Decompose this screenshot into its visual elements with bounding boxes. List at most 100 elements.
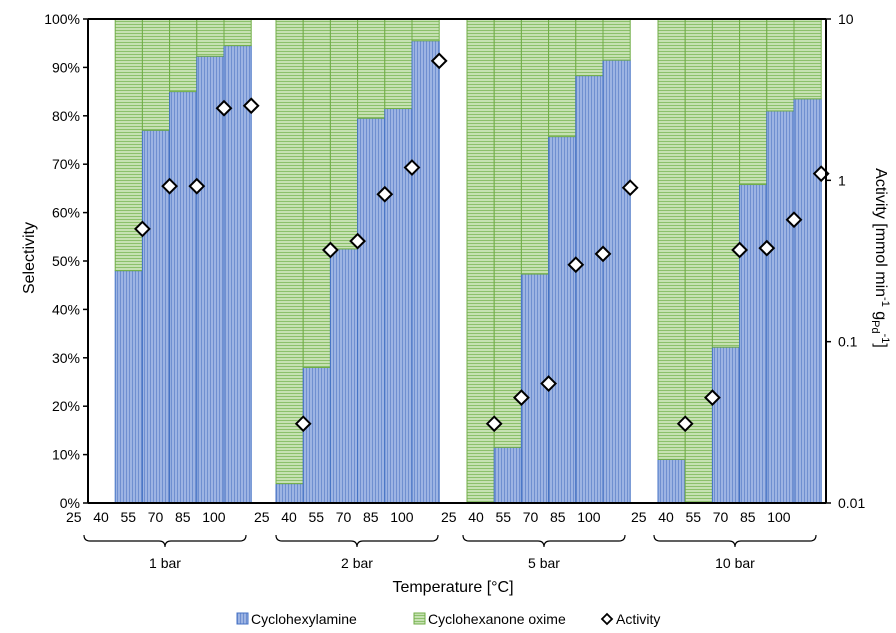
activity-point <box>430 52 448 70</box>
activity-point <box>703 389 721 407</box>
activity-point <box>731 241 749 259</box>
activity-point <box>512 389 530 407</box>
y-left-tick-label: 80% <box>52 108 80 124</box>
oxime-bar <box>223 18 252 47</box>
activity-point <box>294 415 312 433</box>
y-left-tick-label: 50% <box>52 253 80 269</box>
legend-swatch-oxime <box>413 612 426 625</box>
cyclohexylamine-bar <box>493 446 522 504</box>
activity-point <box>376 185 394 203</box>
activity-markers <box>133 52 830 433</box>
oxime-bar <box>684 18 713 504</box>
y-left-tick-label: 10% <box>52 447 80 463</box>
cyclohexylamine-bar <box>223 45 252 504</box>
x-tick-labels: 25 40 55 70 85 100 <box>254 509 414 525</box>
activity-point <box>133 220 151 238</box>
oxime-bar <box>411 18 440 42</box>
activity-point <box>567 256 585 274</box>
cyclohexylamine-bar <box>520 273 550 504</box>
cyclohexylamine-bar <box>302 366 331 504</box>
y-left-tick-label: 70% <box>52 156 80 172</box>
cyclohexylamine-bar <box>114 270 143 504</box>
cyclohexylamine-bar <box>766 110 795 504</box>
oxime-bar <box>602 18 631 61</box>
activity-point <box>621 179 639 197</box>
legend-swatch-activity <box>600 612 614 626</box>
cyclohexylamine-bar <box>141 129 171 504</box>
y-right-tick-label: 0.1 <box>838 334 858 350</box>
y-right-axis-title: Activity [mmol min-1 gPd-1] <box>869 168 891 348</box>
x-tick-labels: 25 40 55 70 85 100 <box>631 509 791 525</box>
activity-point <box>540 375 558 392</box>
oxime-bar <box>275 18 304 485</box>
y-left-tick-label: 0% <box>60 495 80 511</box>
activity-point <box>485 415 503 433</box>
cyclohexylamine-bar <box>329 248 359 504</box>
oxime-bar <box>739 18 768 186</box>
activity-point <box>594 245 612 263</box>
y-right-tick-label: 10 <box>838 11 854 27</box>
cyclohexylamine-bar <box>739 184 768 504</box>
cyclohexylamine-bar <box>275 483 304 504</box>
group-label: 1 bar <box>149 555 181 571</box>
y-left-tick-label: 90% <box>52 59 80 75</box>
oxime-bar <box>384 18 413 110</box>
oxime-bar <box>493 18 522 448</box>
activity-point <box>403 159 421 176</box>
y-left-tick-label: 40% <box>52 301 80 317</box>
activity-point <box>785 211 803 229</box>
legend-label: Cyclohexylamine <box>251 611 357 627</box>
y-right-tick-label: 1 <box>838 172 846 188</box>
oxime-bar <box>329 18 359 250</box>
group-label: 10 bar <box>715 555 755 571</box>
oxime-bar <box>793 18 822 100</box>
activity-point <box>676 415 694 433</box>
cyclohexylamine-bar <box>169 91 198 504</box>
y-left-tick-label: 20% <box>52 398 80 414</box>
cyclohexylamine-bar <box>602 59 631 504</box>
bar-series <box>114 18 822 504</box>
x-tick-labels: 25 40 55 70 85 100 <box>441 509 601 525</box>
cyclohexylamine-bar <box>711 346 741 504</box>
activity-point <box>758 239 776 257</box>
oxime-bar <box>711 18 741 348</box>
activity-point <box>242 97 260 115</box>
cyclohexylamine-bar <box>357 117 386 504</box>
activity-point <box>321 241 339 259</box>
y-right-tick-label: 0.01 <box>838 495 865 511</box>
cyclohexylamine-bar <box>575 75 604 504</box>
oxime-bar <box>357 18 386 119</box>
legend-label: Cyclohexanone oxime <box>428 611 566 627</box>
cyclohexylamine-bar <box>411 40 440 504</box>
oxime-bar <box>575 18 604 77</box>
oxime-bar <box>520 18 550 275</box>
x-axis-title: Temperature [°C] <box>392 579 513 596</box>
cyclohexylamine-bar <box>196 55 225 504</box>
group-label: 5 bar <box>528 555 560 571</box>
oxime-bar <box>548 18 577 138</box>
y-left-tick-label: 30% <box>52 350 80 366</box>
y-left-axis-title: Selectivity <box>21 222 38 294</box>
y-left-tick-label: 60% <box>52 205 80 221</box>
oxime-bar <box>141 18 171 131</box>
oxime-bar <box>466 18 495 504</box>
activity-point <box>161 177 179 195</box>
activity-point <box>215 99 233 117</box>
cyclohexylamine-bar <box>793 98 822 504</box>
oxime-bar <box>657 18 686 460</box>
axes: 0% 10% 20% 30% 40% 50% 60% 70% 80% 90% 100% 0.01 0.1… <box>44 11 865 571</box>
oxime-bar <box>169 18 198 93</box>
oxime-bar <box>302 18 331 368</box>
legend: Cyclohexylamine Cyclohexanone oxime Activi… <box>236 611 660 627</box>
oxime-bar <box>766 18 795 112</box>
cyclohexylamine-bar <box>657 458 686 504</box>
legend-label: Activity <box>616 611 660 627</box>
y-left-tick-label: 100% <box>44 11 80 27</box>
legend-swatch-cyclohexylamine <box>236 612 249 625</box>
activity-point <box>349 232 367 250</box>
oxime-bar <box>196 18 225 57</box>
group-label: 2 bar <box>341 555 373 571</box>
x-tick-labels: 25 40 55 70 85 100 <box>66 509 226 525</box>
cyclohexylamine-bar <box>548 136 577 504</box>
